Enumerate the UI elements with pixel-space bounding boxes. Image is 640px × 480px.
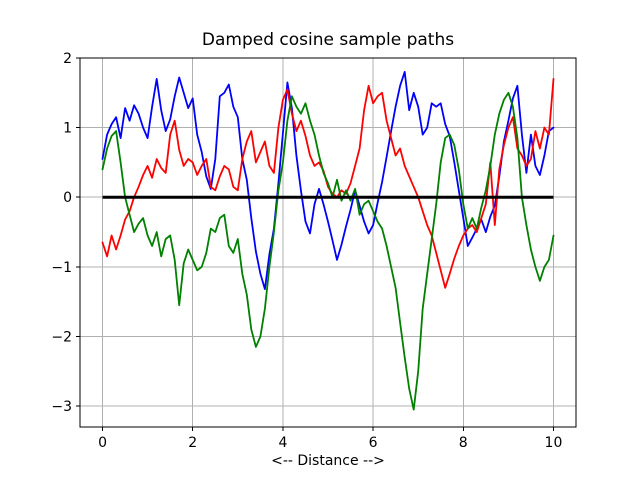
y-tick-label-5: 2 <box>63 51 72 67</box>
sample-path-red <box>101 78 555 289</box>
x-tick-label-3: 6 <box>369 435 378 451</box>
plot-layers: 0 2 4 6 8 10 −3 −2 −1 0 1 2 <box>51 51 577 451</box>
x-tick-label-2: 4 <box>278 435 287 451</box>
x-tick-label-0: 0 <box>98 435 107 451</box>
y-tick-label-1: −2 <box>51 329 72 345</box>
y-tick-label-3: 0 <box>63 190 72 206</box>
y-tick-label-4: 1 <box>63 121 72 137</box>
sample-path-green <box>101 91 555 411</box>
x-tick-label-1: 2 <box>188 435 197 451</box>
x-tick-label-4: 8 <box>459 435 468 451</box>
chart-title: Damped cosine sample paths <box>202 30 454 50</box>
y-tick-label-2: −1 <box>51 260 72 276</box>
axes-spines <box>79 57 577 428</box>
y-tick-label-0: −3 <box>51 399 72 415</box>
sample-path-blue <box>101 71 555 291</box>
x-axis-label: <-- Distance --> <box>271 453 385 469</box>
x-tick-label-5: 10 <box>545 435 563 451</box>
